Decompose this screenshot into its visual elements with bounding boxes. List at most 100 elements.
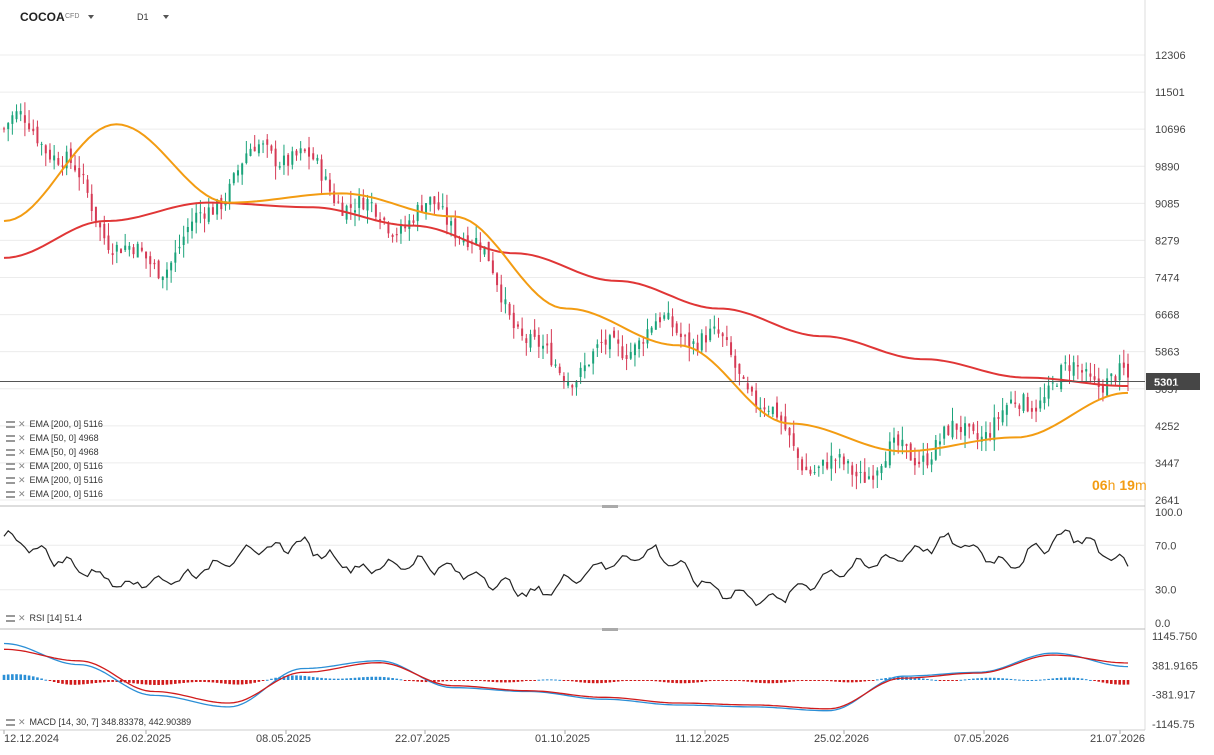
close-icon[interactable]: ✕ xyxy=(18,717,26,727)
macd-histogram-bar xyxy=(424,680,428,683)
macd-histogram-bar xyxy=(821,680,825,681)
close-icon[interactable]: ✕ xyxy=(18,461,26,471)
macd-histogram-bar xyxy=(525,680,528,681)
candle-body xyxy=(838,454,841,458)
candle-body xyxy=(575,381,578,388)
settings-icon[interactable] xyxy=(6,421,15,429)
settings-icon[interactable] xyxy=(6,491,15,499)
candle-body xyxy=(1030,408,1033,412)
timeframe-selector[interactable]: D1 xyxy=(137,12,149,22)
candle-body xyxy=(1114,376,1117,382)
macd-histogram-bar xyxy=(140,680,144,685)
macd-histogram-bar xyxy=(11,674,14,680)
macd-histogram-bar xyxy=(1084,679,1088,681)
candle-body xyxy=(1005,405,1008,415)
settings-icon[interactable] xyxy=(6,477,15,485)
settings-icon[interactable] xyxy=(6,463,15,471)
macd-histogram-bar xyxy=(800,680,804,681)
candle-body xyxy=(537,335,540,347)
candle-body xyxy=(90,193,93,212)
settings-icon[interactable] xyxy=(6,449,15,457)
candle-body xyxy=(23,115,26,123)
price-tick-label: 4252 xyxy=(1155,421,1179,433)
symbol-dropdown-icon[interactable] xyxy=(88,15,94,19)
close-icon[interactable]: ✕ xyxy=(18,613,26,623)
macd-histogram-bar xyxy=(738,680,741,681)
panel-resize-handle-2[interactable] xyxy=(602,628,618,631)
candle-body xyxy=(826,462,829,469)
indicator-legend-item[interactable]: ✕ EMA [50, 0] 4968 xyxy=(6,432,99,445)
candle-body xyxy=(834,459,837,461)
price-tick-label: 8279 xyxy=(1155,235,1179,247)
settings-icon[interactable] xyxy=(6,435,15,443)
settings-icon[interactable] xyxy=(6,615,15,623)
macd-histogram-bar xyxy=(930,679,933,681)
macd-legend[interactable]: ✕ MACD [14, 30, 7] 348.83378, 442.90389 xyxy=(6,716,191,729)
date-tick-label: 11.12.2025 xyxy=(675,733,729,745)
settings-icon[interactable] xyxy=(6,719,15,727)
indicator-legend-item[interactable]: ✕ EMA [200, 0] 5116 xyxy=(6,488,103,501)
candle-body xyxy=(972,424,975,431)
candle-body xyxy=(633,344,636,356)
macd-histogram-bar xyxy=(566,680,570,681)
macd-histogram-bar xyxy=(637,680,641,681)
macd-histogram-bar xyxy=(629,680,633,681)
macd-histogram-bar xyxy=(667,680,670,683)
candle-body xyxy=(107,235,110,250)
macd-histogram-bar xyxy=(408,680,411,681)
candle-body xyxy=(642,342,645,344)
candle-body xyxy=(792,433,795,446)
close-icon[interactable]: ✕ xyxy=(18,489,26,499)
macd-histogram-bar xyxy=(859,680,862,682)
symbol-name[interactable]: COCOA xyxy=(20,10,65,24)
candle-body xyxy=(943,426,946,439)
candle-body xyxy=(542,345,545,349)
macd-histogram-bar xyxy=(1001,678,1004,680)
rsi-legend[interactable]: ✕ RSI [14] 51.4 xyxy=(6,612,82,625)
candle-body xyxy=(571,385,574,388)
candle-body xyxy=(483,246,486,255)
candle-body xyxy=(796,448,799,458)
macd-histogram-bar xyxy=(499,680,503,683)
candle-body xyxy=(1085,369,1088,372)
macd-histogram-bar xyxy=(270,678,273,680)
candle-body xyxy=(901,439,904,447)
candle-body xyxy=(592,351,595,364)
macd-histogram-bar xyxy=(403,680,407,681)
candle-body xyxy=(989,433,992,438)
close-icon[interactable]: ✕ xyxy=(18,433,26,443)
indicator-legend-item[interactable]: ✕ EMA [200, 0] 5116 xyxy=(6,474,103,487)
macd-histogram-bar xyxy=(236,680,240,685)
macd-histogram-bar xyxy=(102,680,106,683)
macd-histogram-bar xyxy=(94,680,98,683)
indicator-legend-item[interactable]: ✕ EMA [50, 0] 4968 xyxy=(6,446,99,459)
candle-body xyxy=(124,245,127,250)
candle-body xyxy=(111,253,114,256)
candle-body xyxy=(429,196,432,205)
candle-body xyxy=(500,284,503,303)
candle-body xyxy=(776,402,779,418)
macd-histogram-bar xyxy=(336,678,340,680)
indicator-legend-item[interactable]: ✕ EMA [200, 0] 5116 xyxy=(6,460,103,473)
macd-histogram-bar xyxy=(967,678,971,680)
macd-histogram-bar xyxy=(1093,680,1096,681)
panel-resize-handle-1[interactable] xyxy=(602,505,618,508)
macd-histogram-bar xyxy=(395,678,399,680)
macd-legend-label: MACD [14, 30, 7] 348.83378, 442.90389 xyxy=(29,717,192,727)
macd-histogram-bar xyxy=(600,680,603,684)
timeframe-dropdown-icon[interactable] xyxy=(163,15,169,19)
candle-body xyxy=(40,143,43,145)
macd-histogram-bar xyxy=(938,680,942,681)
macd-histogram-bar xyxy=(1109,680,1113,684)
close-icon[interactable]: ✕ xyxy=(18,447,26,457)
macd-histogram-bar xyxy=(754,680,758,683)
close-icon[interactable]: ✕ xyxy=(18,419,26,429)
close-icon[interactable]: ✕ xyxy=(18,475,26,485)
macd-histogram-bar xyxy=(570,680,574,682)
candle-body xyxy=(48,149,51,160)
macd-histogram-bar xyxy=(1118,680,1121,685)
macd-histogram-bar xyxy=(1051,678,1055,680)
indicator-legend-item[interactable]: ✕ EMA [200, 0] 5116 xyxy=(6,418,103,431)
macd-histogram-bar xyxy=(324,678,328,680)
